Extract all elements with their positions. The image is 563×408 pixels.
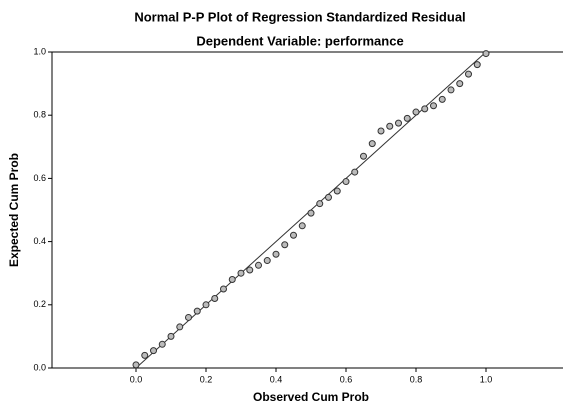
x-tick-label: 0.2: [200, 374, 213, 384]
data-point: [202, 301, 210, 309]
data-point: [403, 114, 411, 122]
y-tick-label: 0.2: [33, 299, 46, 309]
data-point: [342, 178, 350, 186]
y-tick-label: 0.8: [33, 110, 46, 120]
data-point: [272, 250, 280, 258]
data-point: [237, 269, 245, 277]
data-point: [211, 294, 219, 302]
data-point: [150, 347, 157, 355]
data-point: [158, 340, 166, 348]
data-point: [290, 231, 297, 239]
data-point: [325, 193, 332, 201]
data-point: [141, 351, 149, 359]
data-point: [132, 361, 140, 369]
data-point: [430, 102, 437, 110]
chart-subtitle: Dependent Variable: performance: [196, 33, 403, 48]
y-tick-label: 0.6: [33, 173, 46, 183]
data-point: [185, 313, 192, 321]
chart-title: Normal P-P Plot of Regression Standardiz…: [134, 9, 465, 24]
data-point: [473, 61, 481, 69]
data-point: [465, 70, 472, 78]
x-tick-label: 0.8: [410, 374, 423, 384]
data-point: [412, 108, 420, 116]
data-point: [220, 285, 227, 293]
y-tick-label: 0.0: [33, 362, 46, 372]
data-point: [438, 95, 446, 103]
data-point: [456, 80, 464, 88]
x-tick-label: 1.0: [480, 374, 493, 384]
data-point: [386, 122, 394, 130]
data-point: [395, 119, 402, 127]
y-axis-label: Expected Cum Prob: [7, 153, 21, 267]
data-point: [167, 332, 175, 340]
x-axis-label: Observed Cum Prob: [253, 390, 369, 404]
data-point: [281, 241, 289, 249]
data-point: [360, 152, 367, 160]
y-tick-label: 0.4: [33, 236, 46, 246]
y-tick-label: 1.0: [33, 46, 46, 56]
data-point: [482, 50, 490, 58]
data-point: [263, 257, 271, 265]
x-tick-label: 0.4: [270, 374, 283, 384]
data-point: [228, 276, 236, 284]
data-point: [377, 127, 385, 135]
x-tick-label: 0.6: [340, 374, 353, 384]
data-point: [246, 266, 254, 274]
data-point: [316, 200, 324, 208]
data-point: [333, 187, 341, 195]
data-point: [255, 261, 262, 269]
data-point: [307, 209, 315, 217]
data-point: [368, 140, 376, 148]
data-point: [193, 307, 201, 315]
x-tick-label: 0.0: [130, 374, 143, 384]
data-point: [176, 323, 184, 331]
data-point: [421, 105, 429, 113]
data-point: [298, 222, 306, 230]
data-point: [447, 86, 455, 94]
data-point: [351, 168, 359, 176]
